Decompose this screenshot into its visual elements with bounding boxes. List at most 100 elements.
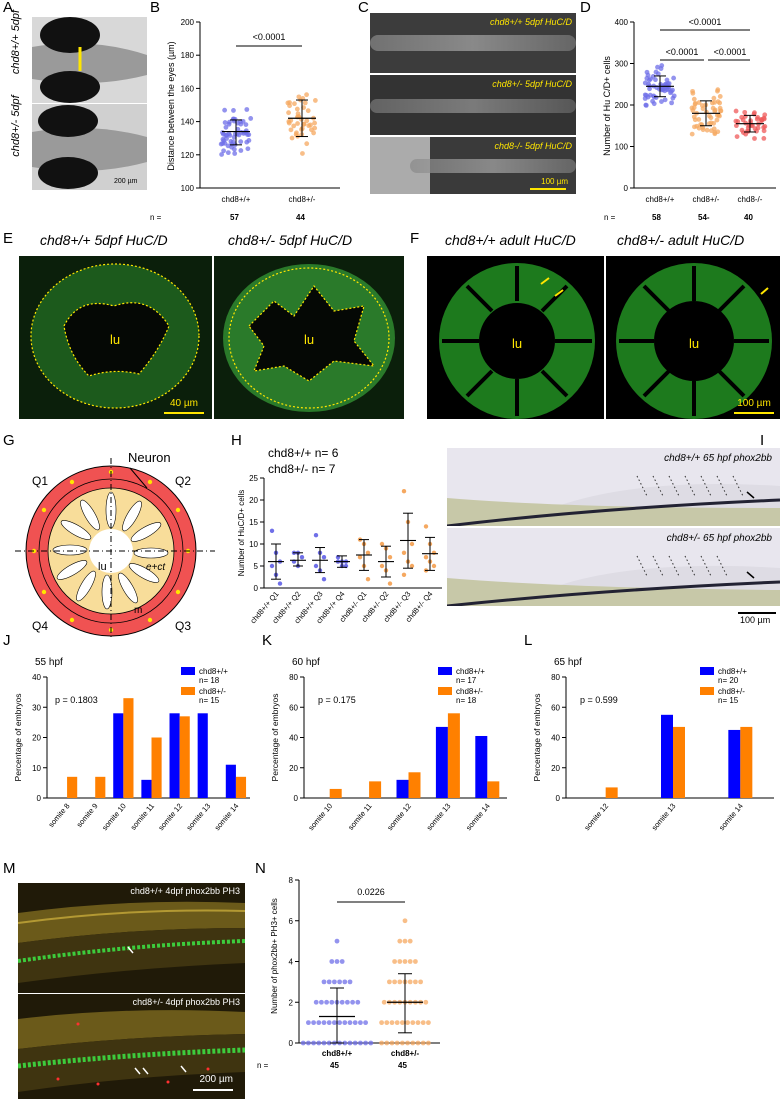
- data-point: [352, 1020, 358, 1026]
- panel-d-n-label: n =: [604, 213, 616, 222]
- y-tick-label: 20: [289, 764, 298, 773]
- svg-text:5: 5: [254, 562, 259, 571]
- legend-n: n= 20: [718, 676, 739, 685]
- data-point: [659, 99, 664, 104]
- data-point: [365, 550, 371, 555]
- svg-text:0: 0: [254, 584, 259, 593]
- bar: [197, 713, 208, 798]
- data-point: [355, 999, 361, 1005]
- panel-m-image-bottom: chd8+/- 4dpf phox2bb PH3 200 µm: [18, 994, 245, 1099]
- data-point: [734, 134, 740, 139]
- data-point: [397, 979, 403, 985]
- data-point: [313, 533, 319, 538]
- data-point: [712, 131, 718, 137]
- panel-e-image-right: lu: [214, 256, 404, 419]
- data-point: [238, 139, 244, 145]
- panel-e-label-right: chd8+/- 5dpf HuC/D: [228, 232, 353, 248]
- legend-n: n= 17: [456, 676, 477, 685]
- x-tick-label: somite 12: [156, 802, 184, 833]
- legend-label: chd8+/+: [456, 667, 485, 676]
- y-tick-label: 60: [289, 703, 298, 712]
- arrow-icon: [180, 1065, 187, 1073]
- panel-f-scale-label: 100 µm: [737, 398, 771, 409]
- data-point: [304, 92, 309, 98]
- data-point: [714, 117, 720, 123]
- data-point: [407, 938, 413, 944]
- data-point: [415, 1040, 421, 1046]
- panel-i-scale-bar: [738, 612, 776, 614]
- data-point: [400, 1040, 405, 1046]
- data-point: [671, 75, 677, 81]
- legend-n: n= 18: [199, 676, 220, 685]
- panel-h-ticks: 0 5 10 15 20 25: [249, 474, 264, 593]
- data-point: [668, 90, 673, 96]
- data-point: [401, 550, 407, 555]
- svg-text:2: 2: [289, 998, 294, 1007]
- panel-n-group-2: chd8+/-: [391, 1049, 420, 1058]
- y-tick-label: 80: [551, 673, 560, 682]
- x-tick-label: somite 11: [346, 802, 373, 832]
- x-tick-label: somite 8: [46, 802, 71, 830]
- legend-label: chd8+/-: [199, 687, 226, 696]
- data-point: [227, 133, 233, 138]
- panel-i-label-top: chd8+/+ 65 hpf phox2bb: [664, 453, 772, 464]
- panel-d-group-1: chd8+/+: [646, 195, 675, 204]
- data-point: [664, 83, 670, 88]
- panel-e-image-left: lu 40 µm: [19, 256, 212, 419]
- data-point: [243, 122, 249, 127]
- panel-k-title: 60 hpf: [292, 657, 320, 668]
- data-point: [309, 127, 314, 133]
- data-point: [387, 555, 393, 560]
- arrow-icon: [142, 1067, 149, 1075]
- data-point: [733, 118, 739, 124]
- data-point: [347, 1040, 353, 1046]
- panel-a-eyes-image: [32, 17, 147, 190]
- svg-text:140: 140: [181, 118, 195, 127]
- panel-letter-c: C: [358, 0, 369, 16]
- y-tick-label: 10: [32, 764, 41, 773]
- data-point: [742, 109, 748, 115]
- data-point: [402, 918, 408, 924]
- data-point: [659, 63, 665, 68]
- panel-h-legend-1: chd8+/+ n= 6: [268, 446, 339, 460]
- panel-n-ylabel: Number of phox2bb+ PH3+ cells: [270, 898, 279, 1014]
- panel-e-lu-right: lu: [304, 332, 314, 347]
- panel-n-group-1: chd8+/+: [322, 1049, 353, 1058]
- data-point: [715, 99, 721, 105]
- data-point: [657, 86, 662, 92]
- data-point: [225, 150, 231, 156]
- panel-f-label-left: chd8+/+ adult HuC/D: [445, 232, 576, 248]
- data-point: [358, 1040, 363, 1046]
- panel-n-chart: Number of phox2bb+ PH3+ cells 0 2 4 6 8 …: [270, 876, 440, 1058]
- data-point: [277, 581, 283, 586]
- data-point: [647, 86, 652, 92]
- panel-a-label-bottom: chd8+/- 5dpf: [10, 81, 22, 171]
- panel-f-label-right: chd8+/- adult HuC/D: [617, 232, 745, 248]
- data-point: [222, 107, 228, 113]
- y-axis-label: Percentage of embryos: [270, 694, 280, 782]
- svg-text:0: 0: [624, 184, 629, 193]
- data-point: [389, 1040, 395, 1046]
- data-point: [299, 555, 305, 560]
- data-point: [345, 999, 350, 1005]
- panel-e-scale-label: 40 µm: [170, 398, 198, 409]
- panel-b-group-2: chd8+/-: [289, 195, 316, 204]
- bar: [435, 726, 448, 798]
- data-point: [222, 120, 228, 125]
- data-point: [653, 69, 659, 75]
- panel-b-n-label: n =: [150, 213, 162, 222]
- panel-i-image-top: chd8+/+ 65 hpf phox2bb: [447, 448, 780, 526]
- data-point: [689, 131, 695, 137]
- data-point: [295, 121, 300, 126]
- data-point: [691, 114, 697, 120]
- bar: [475, 735, 488, 798]
- data-point: [337, 979, 342, 985]
- panel-i-scale-label: 100 µm: [740, 615, 771, 625]
- legend-swatch: [700, 667, 714, 675]
- svg-text:300: 300: [615, 60, 629, 69]
- panel-e-lu-left: lu: [110, 332, 120, 347]
- panel-j-pvalue: p = 0.1803: [55, 695, 98, 705]
- data-point: [413, 979, 418, 985]
- data-point: [311, 1020, 316, 1026]
